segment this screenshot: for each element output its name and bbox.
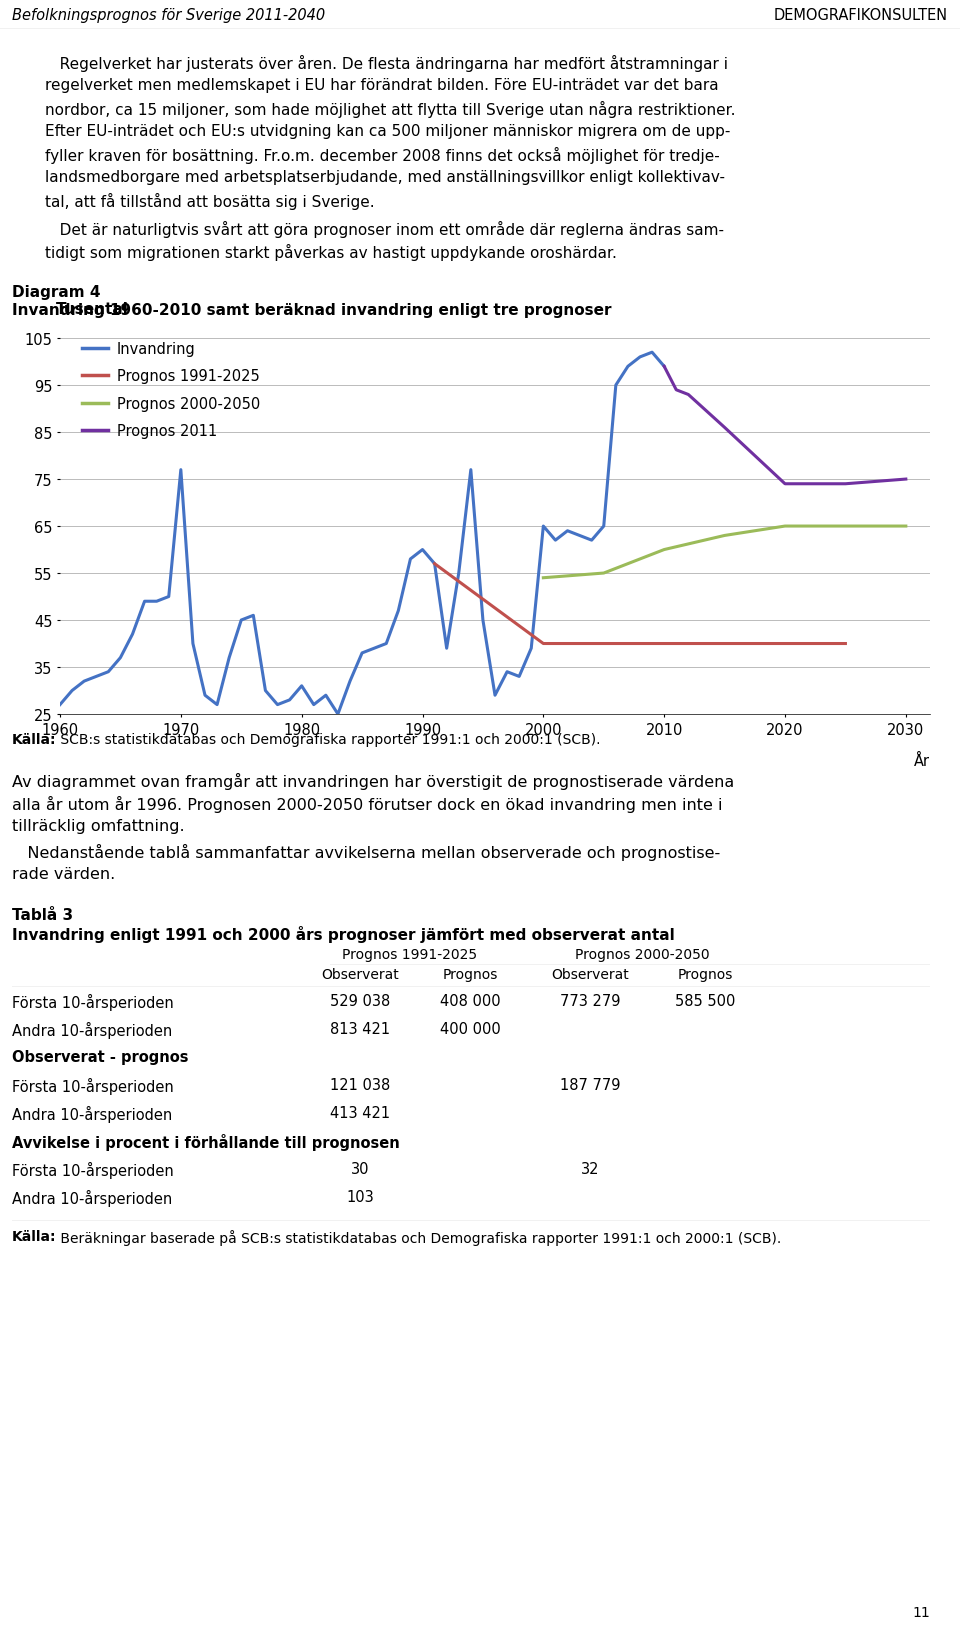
Text: 121 038: 121 038 — [330, 1077, 390, 1092]
Text: Av diagrammet ovan framgår att invandringen har överstigit de prognostiserade vä: Av diagrammet ovan framgår att invandrin… — [12, 772, 734, 790]
Text: Observerat: Observerat — [551, 967, 629, 982]
Text: Tusental: Tusental — [56, 302, 129, 316]
Text: tidigt som migrationen starkt påverkas av hastigt uppdykande oroshärdar.: tidigt som migrationen starkt påverkas a… — [45, 244, 617, 261]
Text: Prognos 2000-2050: Prognos 2000-2050 — [575, 947, 709, 962]
Text: Efter EU-inträdet och EU:s utvidgning kan ca 500 miljoner människor migrera om d: Efter EU-inträdet och EU:s utvidgning ka… — [45, 125, 731, 139]
Text: 773 279: 773 279 — [560, 993, 620, 1008]
Text: fyller kraven för bosättning. Fr.o.m. december 2008 finns det också möjlighet fö: fyller kraven för bosättning. Fr.o.m. de… — [45, 148, 720, 164]
Text: Beräkningar baserade på SCB:s statistikdatabas och Demografiska rapporter 1991:1: Beräkningar baserade på SCB:s statistikd… — [56, 1229, 781, 1246]
Legend: Invandring, Prognos 1991-2025, Prognos 2000-2050, Prognos 2011: Invandring, Prognos 1991-2025, Prognos 2… — [76, 336, 266, 444]
Text: 103: 103 — [347, 1190, 373, 1205]
Text: 187 779: 187 779 — [560, 1077, 620, 1092]
Text: 585 500: 585 500 — [675, 993, 735, 1008]
Text: 813 421: 813 421 — [330, 1021, 390, 1036]
Text: tal, att få tillstånd att bosätta sig i Sverige.: tal, att få tillstånd att bosätta sig i … — [45, 193, 374, 210]
Text: Andra 10-årsperioden: Andra 10-årsperioden — [12, 1105, 172, 1123]
Text: Första 10-årsperioden: Första 10-årsperioden — [12, 993, 174, 1010]
Text: Andra 10-årsperioden: Andra 10-årsperioden — [12, 1021, 172, 1039]
Text: Observerat: Observerat — [322, 967, 398, 982]
Text: 408 000: 408 000 — [440, 993, 500, 1008]
Text: Källa:: Källa: — [12, 733, 57, 746]
Text: Första 10-årsperioden: Första 10-årsperioden — [12, 1077, 174, 1095]
Text: 11: 11 — [912, 1605, 930, 1619]
Text: regelverket men medlemskapet i EU har förändrat bilden. Före EU-inträdet var det: regelverket men medlemskapet i EU har fö… — [45, 79, 719, 93]
Text: Befolkningsprognos för Sverige 2011-2040: Befolkningsprognos för Sverige 2011-2040 — [12, 8, 325, 23]
Text: Det är naturligtvis svårt att göra prognoser inom ett område där reglerna ändras: Det är naturligtvis svårt att göra progn… — [45, 221, 724, 238]
Text: Prognos: Prognos — [678, 967, 732, 982]
Text: SCB:s statistikdatabas och Demografiska rapporter 1991:1 och 2000:1 (SCB).: SCB:s statistikdatabas och Demografiska … — [56, 733, 601, 746]
Text: Prognos: Prognos — [443, 967, 497, 982]
Text: alla år utom år 1996. Prognosen 2000-2050 förutser dock en ökad invandring men i: alla år utom år 1996. Prognosen 2000-205… — [12, 795, 723, 813]
Text: Invandring enligt 1991 och 2000 års prognoser jämfört med observerat antal: Invandring enligt 1991 och 2000 års prog… — [12, 926, 675, 942]
Text: rade värden.: rade värden. — [12, 867, 115, 882]
Text: landsmedborgare med arbetsplatserbjudande, med anställningsvillkor enligt kollek: landsmedborgare med arbetsplatserbjudand… — [45, 170, 725, 185]
Text: Observerat - prognos: Observerat - prognos — [12, 1049, 188, 1064]
Text: Invandring 1960-2010 samt beräknad invandring enligt tre prognoser: Invandring 1960-2010 samt beräknad invan… — [12, 303, 612, 318]
Text: tillräcklig omfattning.: tillräcklig omfattning. — [12, 818, 184, 834]
Text: 529 038: 529 038 — [330, 993, 390, 1008]
Text: Nedanstående tablå sammanfattar avvikelserna mellan observerade och prognostise-: Nedanstående tablå sammanfattar avvikels… — [12, 844, 720, 860]
Text: Tablå 3: Tablå 3 — [12, 908, 73, 923]
Text: nordbor, ca 15 miljoner, som hade möjlighet att flytta till Sverige utan några r: nordbor, ca 15 miljoner, som hade möjlig… — [45, 102, 735, 118]
Text: Prognos 1991-2025: Prognos 1991-2025 — [343, 947, 477, 962]
Text: 32: 32 — [581, 1162, 599, 1177]
Text: 413 421: 413 421 — [330, 1105, 390, 1121]
Text: Regelverket har justerats över åren. De flesta ändringarna har medfört åtstramni: Regelverket har justerats över åren. De … — [45, 56, 728, 72]
Text: Diagram 4: Diagram 4 — [12, 285, 101, 300]
Text: Avvikelse i procent i förhållande till prognosen: Avvikelse i procent i förhållande till p… — [12, 1133, 399, 1151]
Text: Första 10-årsperioden: Första 10-årsperioden — [12, 1162, 174, 1178]
Text: 30: 30 — [350, 1162, 370, 1177]
Text: 400 000: 400 000 — [440, 1021, 500, 1036]
Text: DEMOGRAFIKONSULTEN: DEMOGRAFIKONSULTEN — [774, 8, 948, 23]
Text: Andra 10-årsperioden: Andra 10-årsperioden — [12, 1190, 172, 1206]
Text: År: År — [914, 754, 930, 769]
Text: Källa:: Källa: — [12, 1229, 57, 1244]
